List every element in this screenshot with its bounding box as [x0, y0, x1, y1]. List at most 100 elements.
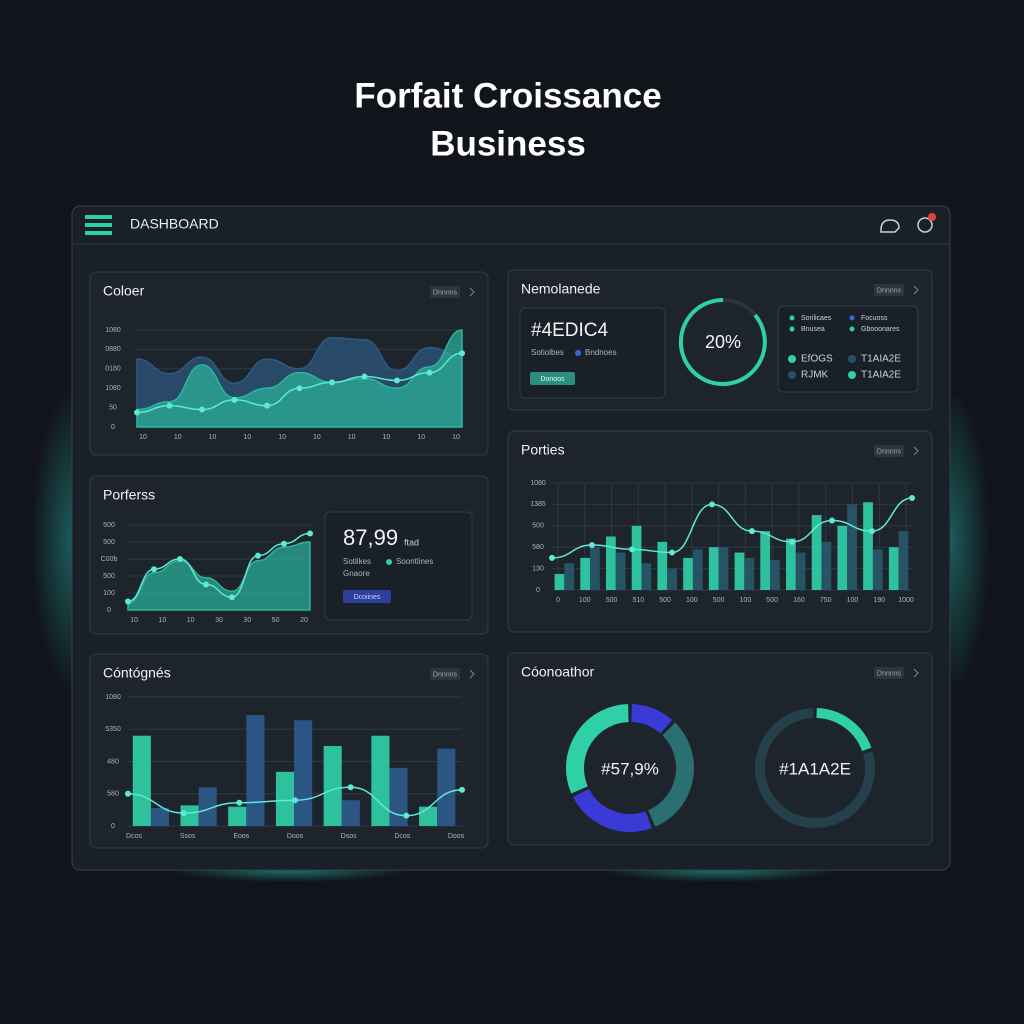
bar: [837, 525, 848, 590]
bar: [246, 715, 265, 826]
bar: [580, 557, 591, 590]
y-tick-label: 0180: [105, 366, 121, 373]
point: [426, 369, 433, 376]
button[interactable]: Dcoiines: [343, 590, 391, 603]
button-bg[interactable]: [430, 668, 460, 680]
stat-value: #4EDIC4: [531, 320, 609, 341]
chevron[interactable]: [913, 668, 919, 678]
bar: [863, 502, 873, 590]
chevron[interactable]: [469, 287, 475, 297]
point: [203, 581, 209, 588]
chevron[interactable]: [913, 446, 919, 456]
x-tick-label: 10: [313, 434, 321, 441]
point: [231, 396, 238, 403]
point: [151, 566, 157, 573]
button[interactable]: Dnnnns: [874, 284, 904, 296]
area: [127, 541, 311, 611]
donut-segment: [816, 708, 872, 752]
legend-dot: [849, 326, 855, 332]
button-label[interactable]: Dcoiines: [354, 594, 381, 601]
bar: [198, 787, 217, 826]
bar: [760, 531, 771, 590]
panel-title: Coloer: [103, 283, 145, 299]
chevron[interactable]: [913, 285, 919, 295]
x-tick-label: 10: [209, 434, 217, 441]
point: [180, 810, 187, 817]
button-bg[interactable]: [874, 284, 904, 296]
gauge-arc: [678, 297, 767, 386]
bar: [294, 720, 313, 826]
bar: [667, 568, 677, 590]
bar: [275, 771, 295, 826]
settings-icon[interactable]: [917, 213, 936, 233]
y-tick-label: 0: [107, 607, 111, 614]
x-tick-label: 10: [174, 434, 182, 441]
bar: [795, 552, 806, 590]
button-label[interactable]: Dnnnns: [877, 670, 902, 677]
button-label[interactable]: Dnnnns: [433, 671, 458, 678]
x-tick-label: 750: [820, 597, 832, 604]
legend-dot: [386, 559, 392, 565]
x-tick-label: 10: [452, 434, 460, 441]
button-label[interactable]: Dnnnns: [433, 289, 458, 296]
panel-title: Porties: [521, 442, 565, 458]
chevron[interactable]: [469, 669, 475, 679]
stat-label: Sotilkes: [343, 557, 371, 566]
stat-unit: ftad: [404, 537, 419, 547]
x-tick-label: 100: [847, 597, 859, 604]
page-title: Forfait Croissance: [354, 76, 661, 115]
legend-label: EfOGS: [801, 354, 833, 365]
legend-dot: [849, 315, 855, 321]
button-bg[interactable]: [530, 372, 575, 385]
button-label[interactable]: Dnnnns: [877, 448, 902, 455]
stat-label: Sotiolbes: [531, 348, 564, 357]
stat-label: Bndnoes: [585, 348, 617, 357]
button-bg[interactable]: [430, 286, 460, 298]
x-tick-label: 510: [632, 597, 644, 604]
x-tick-label: 20: [300, 617, 308, 624]
bar: [786, 538, 796, 590]
x-tick-label: 190: [873, 597, 885, 604]
button-bg[interactable]: [874, 445, 904, 457]
bar: [692, 549, 703, 590]
button[interactable]: Dnnnns: [430, 668, 460, 680]
button-label[interactable]: Donoos: [540, 376, 565, 383]
button[interactable]: Dnnnns: [430, 286, 460, 298]
legend-label: Focuoss: [861, 315, 888, 322]
button-bg[interactable]: [343, 590, 391, 603]
header-label: DASHBOARD: [130, 216, 219, 232]
donut-label: #57,9%: [601, 759, 659, 778]
button[interactable]: Donoos: [530, 372, 575, 385]
legend-dot: [848, 371, 856, 379]
legend-box: [777, 305, 919, 393]
legend-label: Sorilicaes: [801, 315, 832, 322]
bar: [437, 748, 456, 826]
bar: [898, 531, 909, 590]
line: [127, 532, 311, 603]
y-tick-label: 500: [103, 573, 115, 580]
menu-button[interactable]: [85, 215, 112, 235]
bar: [150, 807, 170, 826]
bar: [811, 515, 822, 590]
bar: [615, 552, 626, 590]
line: [551, 497, 913, 559]
button[interactable]: Dnnnns: [874, 667, 904, 679]
x-tick-label: 30: [243, 617, 251, 624]
notification-icon[interactable]: [880, 219, 900, 233]
bar: [734, 552, 745, 590]
point: [255, 552, 261, 559]
y-tick-label: 100: [103, 590, 115, 597]
y-tick-label: 0: [111, 823, 115, 830]
point: [125, 790, 131, 797]
button-label[interactable]: Dnnnns: [877, 287, 902, 294]
x-tick-label: 500: [659, 597, 671, 604]
panel: Porties Dnnnns 1080 1385 500 580 130 0 0 100 500 51…: [507, 430, 933, 633]
bar: [132, 735, 151, 826]
bar: [888, 547, 899, 590]
button[interactable]: Dnnnns: [874, 445, 904, 457]
button-bg[interactable]: [874, 667, 904, 679]
bar: [641, 563, 652, 590]
point: [125, 598, 131, 605]
